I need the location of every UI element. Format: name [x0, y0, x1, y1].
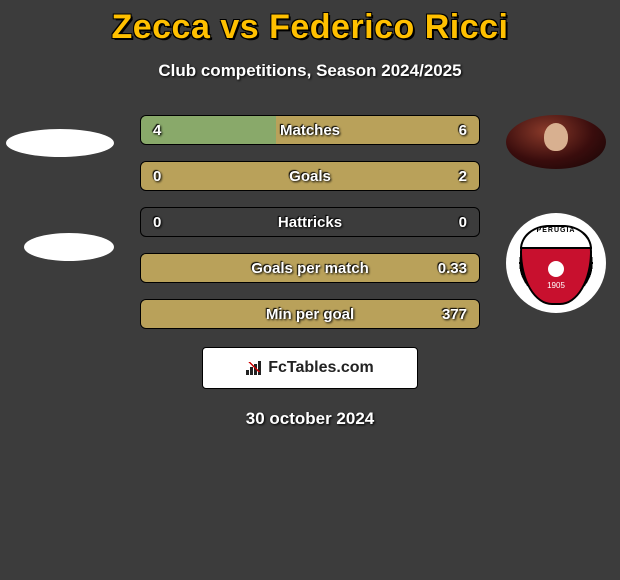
- stat-label: Goals per match: [201, 260, 419, 277]
- left-club-crest: [6, 233, 114, 289]
- stat-value-left: 4: [141, 122, 201, 139]
- stat-row: 4Matches6: [140, 115, 480, 145]
- stat-row: 0Goals2: [140, 161, 480, 191]
- stat-value-right: 0.33: [419, 260, 479, 277]
- stat-value-right: 6: [419, 122, 479, 139]
- page-subtitle: Club competitions, Season 2024/2025: [0, 61, 620, 81]
- page-date: 30 october 2024: [0, 409, 620, 429]
- stat-row: Goals per match0.33: [140, 253, 480, 283]
- placeholder-ellipse: [6, 129, 114, 157]
- stat-row: Min per goal377: [140, 299, 480, 329]
- brand-box: FcTables.com: [202, 347, 418, 389]
- comparison-content: PERUGIA 1905 4Matches60Goals20Hattricks0…: [0, 115, 620, 429]
- right-player-column: PERUGIA 1905: [506, 115, 614, 317]
- brand-text: FcTables.com: [268, 359, 374, 377]
- stat-value-left: 0: [141, 168, 201, 185]
- stat-value-right: 2: [419, 168, 479, 185]
- right-player-photo: [506, 115, 614, 171]
- stat-label: Goals: [201, 168, 419, 185]
- left-player-column: [6, 115, 114, 337]
- stat-row: 0Hattricks0: [140, 207, 480, 237]
- crest-year: 1905: [506, 281, 606, 290]
- club-crest: PERUGIA 1905: [506, 213, 606, 313]
- chart-icon: [246, 361, 264, 375]
- stat-label: Min per goal: [201, 306, 419, 323]
- crest-label: PERUGIA: [506, 227, 606, 234]
- player-photo: [506, 115, 606, 169]
- left-player-photo: [6, 129, 114, 185]
- stat-value-right: 377: [419, 306, 479, 323]
- stat-label: Matches: [201, 122, 419, 139]
- placeholder-ellipse: [24, 233, 114, 261]
- page-title: Zecca vs Federico Ricci: [0, 0, 620, 47]
- right-club-crest: PERUGIA 1905: [506, 213, 614, 269]
- stat-label: Hattricks: [201, 214, 419, 231]
- stat-value-left: 0: [141, 214, 201, 231]
- stat-rows: 4Matches60Goals20Hattricks0Goals per mat…: [140, 115, 480, 329]
- stat-value-right: 0: [419, 214, 479, 231]
